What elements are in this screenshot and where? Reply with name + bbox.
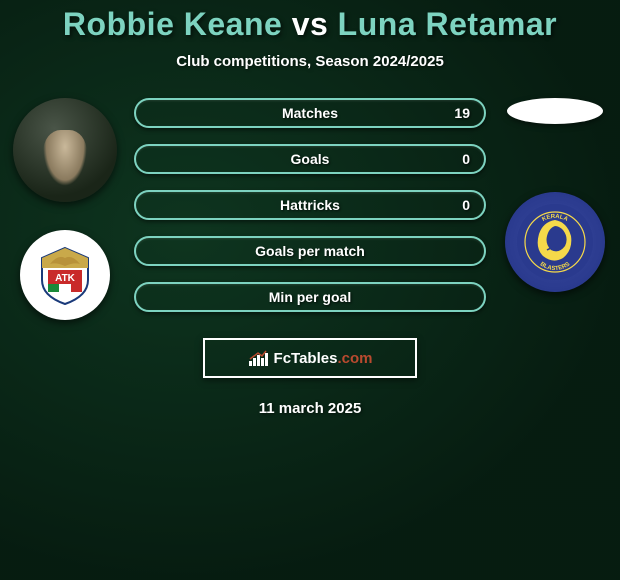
- brand-chart-icon: [248, 349, 270, 367]
- stat-label: Min per goal: [269, 289, 351, 305]
- right-column: KERALA BLASTERS: [490, 98, 620, 292]
- stats-row: ATK Matches 19 Goals 0 Hattricks 0: [0, 98, 620, 320]
- stat-label: Hattricks: [280, 197, 340, 213]
- stat-bar-matches: Matches 19: [134, 98, 486, 128]
- player-luna-retamar-placeholder: [507, 98, 603, 124]
- stat-bar-hattricks: Hattricks 0: [134, 190, 486, 220]
- stat-label: Matches: [282, 105, 338, 121]
- vs-separator: vs: [292, 6, 329, 42]
- main-container: Robbie Keane vs Luna Retamar Club compet…: [0, 0, 620, 580]
- stat-bars: Matches 19 Goals 0 Hattricks 0 Goals per…: [130, 98, 490, 312]
- stat-bar-min-per-goal: Min per goal: [134, 282, 486, 312]
- player1-name: Robbie Keane: [63, 6, 282, 42]
- player2-name: Luna Retamar: [338, 6, 557, 42]
- atk-badge-icon: ATK: [34, 244, 96, 306]
- stat-value: 0: [462, 151, 470, 167]
- stat-label: Goals per match: [255, 243, 365, 259]
- club-atk-logo: ATK: [20, 230, 110, 320]
- stat-label: Goals: [291, 151, 330, 167]
- stat-bar-goals-per-match: Goals per match: [134, 236, 486, 266]
- club-kerala-blasters-logo: KERALA BLASTERS: [505, 192, 605, 292]
- brand-box: FcTables.com: [203, 338, 417, 378]
- stat-value: 19: [454, 105, 470, 121]
- comparison-title: Robbie Keane vs Luna Retamar: [63, 6, 557, 43]
- kerala-blasters-badge-icon: KERALA BLASTERS: [515, 202, 595, 282]
- player-robbie-keane-photo: [13, 98, 117, 202]
- brand-prefix: FcTables: [274, 350, 338, 367]
- subtitle: Club competitions, Season 2024/2025: [176, 53, 444, 70]
- stat-value: 0: [462, 197, 470, 213]
- svg-text:ATK: ATK: [55, 273, 76, 284]
- date-text: 11 march 2025: [259, 400, 362, 417]
- brand-text: FcTables.com: [274, 350, 373, 367]
- brand-suffix: .com: [337, 350, 372, 367]
- left-column: ATK: [0, 98, 130, 320]
- stat-bar-goals: Goals 0: [134, 144, 486, 174]
